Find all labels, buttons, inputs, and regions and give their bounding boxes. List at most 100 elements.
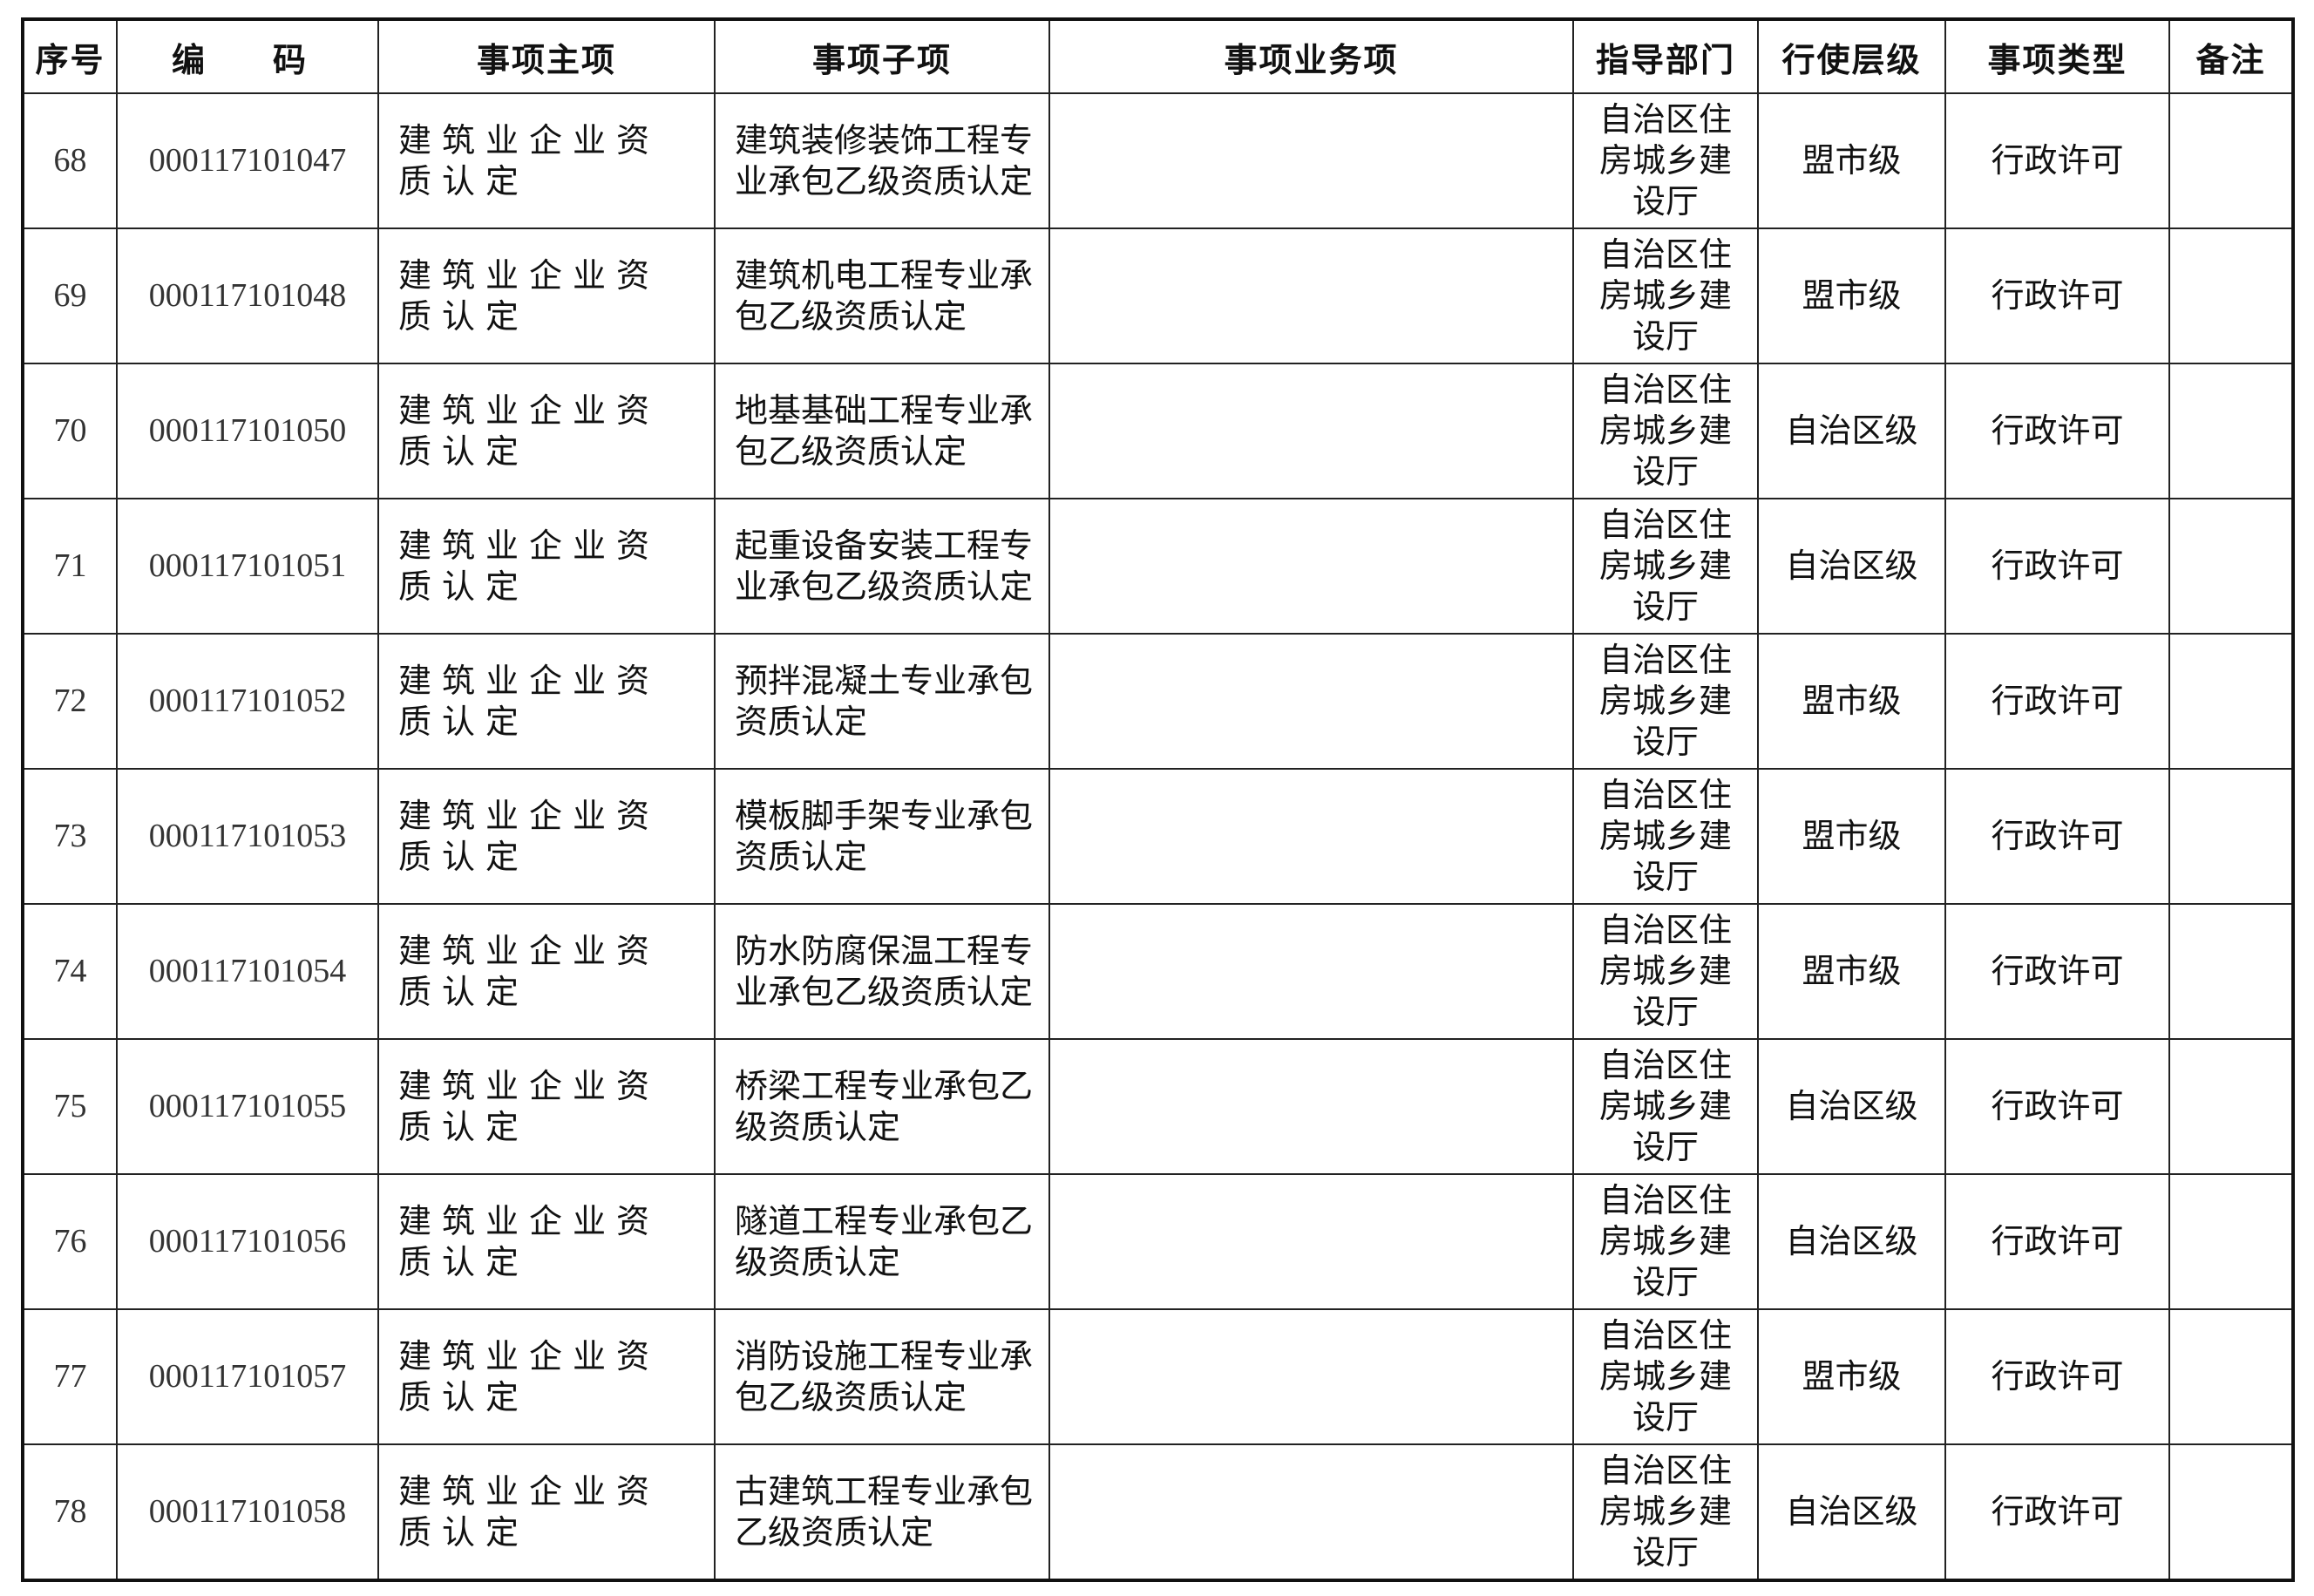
cell-code: 000117101053 <box>116 768 379 905</box>
cell-dept: 自治区住房城乡建设厅 <box>1572 903 1759 1040</box>
cell-dept: 自治区住房城乡建设厅 <box>1572 1038 1759 1175</box>
cell-sub: 古建筑工程专业承包乙级资质认定 <box>714 1443 1050 1581</box>
cell-dept: 自治区住房城乡建设厅 <box>1572 92 1759 229</box>
cell-type: 行政许可 <box>1944 92 2170 229</box>
cell-no: 68 <box>22 92 118 229</box>
cell-sub: 地基基础工程专业承包乙级资质认定 <box>714 363 1050 499</box>
cell-note <box>2168 768 2294 905</box>
cell-type: 行政许可 <box>1944 768 2170 905</box>
cell-type: 行政许可 <box>1944 228 2170 364</box>
cell-dept: 自治区住房城乡建设厅 <box>1572 1173 1759 1310</box>
cell-note <box>2168 498 2294 635</box>
cell-type: 行政许可 <box>1944 1038 2170 1175</box>
cell-code: 000117101052 <box>116 633 379 770</box>
table-row: 69 000117101048 建筑业企业资质认定 建筑机电工程专业承包乙级资质认定 自… <box>22 228 2294 364</box>
cell-note <box>2168 1443 2294 1581</box>
cell-note <box>2168 228 2294 364</box>
cell-code: 000117101057 <box>116 1308 379 1445</box>
table-row: 71 000117101051 建筑业企业资质认定 起重设备安装工程专业承包乙级资质认… <box>22 498 2294 635</box>
header-row: 序号 编 码 事项主项 事项子项 事项业务项 指导部门 行使层级 事项类型 备注 <box>22 18 2294 94</box>
cell-code: 000117101051 <box>116 498 379 635</box>
cell-sub: 桥梁工程专业承包乙级资质认定 <box>714 1038 1050 1175</box>
cell-level: 盟市级 <box>1757 1308 1946 1445</box>
cell-sub: 隧道工程专业承包乙级资质认定 <box>714 1173 1050 1310</box>
header-note: 备注 <box>2168 18 2294 94</box>
cell-main: 建筑业企业资质认定 <box>377 903 716 1040</box>
cell-code: 000117101050 <box>116 363 379 499</box>
table-row: 72 000117101052 建筑业企业资质认定 预拌混凝土专业承包资质认定 自治区住… <box>22 633 2294 770</box>
cell-no: 71 <box>22 498 118 635</box>
cell-dept: 自治区住房城乡建设厅 <box>1572 363 1759 499</box>
cell-main: 建筑业企业资质认定 <box>377 228 716 364</box>
cell-no: 76 <box>22 1173 118 1310</box>
cell-type: 行政许可 <box>1944 1308 2170 1445</box>
cell-dept: 自治区住房城乡建设厅 <box>1572 1443 1759 1581</box>
cell-main: 建筑业企业资质认定 <box>377 1173 716 1310</box>
cell-type: 行政许可 <box>1944 1443 2170 1581</box>
cell-note <box>2168 633 2294 770</box>
cell-dept: 自治区住房城乡建设厅 <box>1572 228 1759 364</box>
cell-sub: 建筑装修装饰工程专业承包乙级资质认定 <box>714 92 1050 229</box>
cell-biz <box>1048 633 1574 770</box>
cell-main: 建筑业企业资质认定 <box>377 1308 716 1445</box>
cell-code: 000117101054 <box>116 903 379 1040</box>
cell-dept: 自治区住房城乡建设厅 <box>1572 633 1759 770</box>
cell-type: 行政许可 <box>1944 1173 2170 1310</box>
table-row: 78 000117101058 建筑业企业资质认定 古建筑工程专业承包乙级资质认定 自治… <box>22 1443 2294 1581</box>
cell-biz <box>1048 768 1574 905</box>
cell-no: 70 <box>22 363 118 499</box>
cell-type: 行政许可 <box>1944 498 2170 635</box>
cell-note <box>2168 92 2294 229</box>
header-code: 编 码 <box>116 18 379 94</box>
cell-level: 盟市级 <box>1757 768 1946 905</box>
cell-code: 000117101058 <box>116 1443 379 1581</box>
header-no: 序号 <box>22 18 118 94</box>
cell-biz <box>1048 228 1574 364</box>
header-type: 事项类型 <box>1944 18 2170 94</box>
cell-main: 建筑业企业资质认定 <box>377 363 716 499</box>
cell-code: 000117101047 <box>116 92 379 229</box>
cell-biz <box>1048 1443 1574 1581</box>
cell-no: 78 <box>22 1443 118 1581</box>
cell-sub: 模板脚手架专业承包资质认定 <box>714 768 1050 905</box>
cell-level: 自治区级 <box>1757 1443 1946 1581</box>
header-sub: 事项子项 <box>714 18 1050 94</box>
cell-level: 自治区级 <box>1757 498 1946 635</box>
header-dept: 指导部门 <box>1572 18 1759 94</box>
cell-sub: 预拌混凝土专业承包资质认定 <box>714 633 1050 770</box>
cell-no: 75 <box>22 1038 118 1175</box>
cell-note <box>2168 1038 2294 1175</box>
header-main: 事项主项 <box>377 18 716 94</box>
cell-code: 000117101056 <box>116 1173 379 1310</box>
cell-type: 行政许可 <box>1944 903 2170 1040</box>
cell-note <box>2168 1173 2294 1310</box>
cell-dept: 自治区住房城乡建设厅 <box>1572 768 1759 905</box>
cell-level: 自治区级 <box>1757 1038 1946 1175</box>
cell-biz <box>1048 498 1574 635</box>
cell-level: 盟市级 <box>1757 92 1946 229</box>
cell-main: 建筑业企业资质认定 <box>377 1443 716 1581</box>
header-biz: 事项业务项 <box>1048 18 1574 94</box>
table-row: 76 000117101056 建筑业企业资质认定 隧道工程专业承包乙级资质认定 自治区… <box>22 1173 2294 1310</box>
table-row: 75 000117101055 建筑业企业资质认定 桥梁工程专业承包乙级资质认定 自治区… <box>22 1038 2294 1175</box>
table-row: 74 000117101054 建筑业企业资质认定 防水防腐保温工程专业承包乙级资质认… <box>22 903 2294 1040</box>
cell-no: 73 <box>22 768 118 905</box>
cell-dept: 自治区住房城乡建设厅 <box>1572 1308 1759 1445</box>
cell-no: 77 <box>22 1308 118 1445</box>
cell-biz <box>1048 903 1574 1040</box>
table-row: 70 000117101050 建筑业企业资质认定 地基基础工程专业承包乙级资质认定 自… <box>22 363 2294 499</box>
cell-level: 自治区级 <box>1757 363 1946 499</box>
cell-main: 建筑业企业资质认定 <box>377 498 716 635</box>
cell-note <box>2168 1308 2294 1445</box>
cell-biz <box>1048 1308 1574 1445</box>
items-table: 序号 编 码 事项主项 事项子项 事项业务项 指导部门 行使层级 事项类型 备注… <box>21 17 2295 1582</box>
cell-main: 建筑业企业资质认定 <box>377 768 716 905</box>
cell-no: 72 <box>22 633 118 770</box>
cell-level: 盟市级 <box>1757 228 1946 364</box>
table-row: 68 000117101047 建筑业企业资质认定 建筑装修装饰工程专业承包乙级资质认… <box>22 92 2294 229</box>
cell-note <box>2168 363 2294 499</box>
cell-sub: 起重设备安装工程专业承包乙级资质认定 <box>714 498 1050 635</box>
cell-level: 盟市级 <box>1757 903 1946 1040</box>
cell-note <box>2168 903 2294 1040</box>
cell-sub: 防水防腐保温工程专业承包乙级资质认定 <box>714 903 1050 1040</box>
